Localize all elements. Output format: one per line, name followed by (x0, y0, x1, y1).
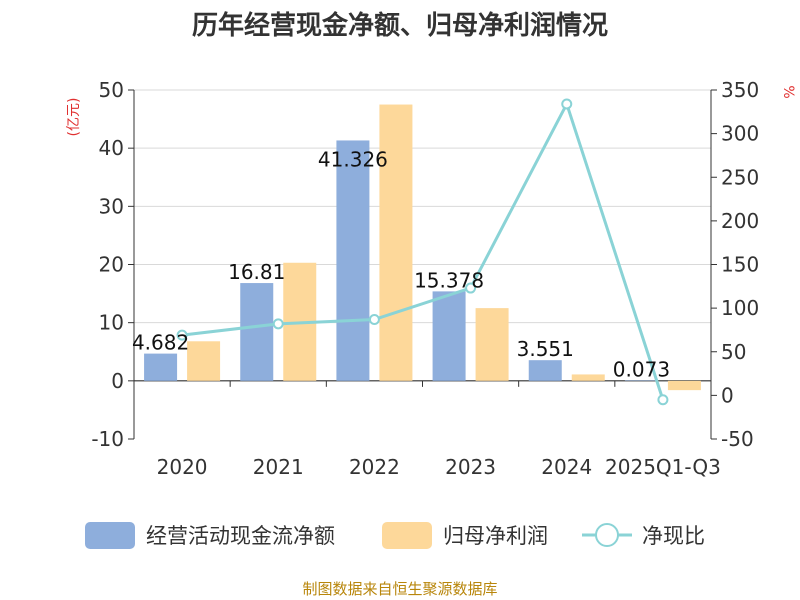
ratio-point (176, 329, 188, 341)
right-tick-label: 100 (721, 296, 759, 320)
cashflow-bar (432, 291, 466, 381)
left-tick-label: 40 (99, 136, 124, 160)
ratio-polyline (181, 100, 665, 401)
right-tick-label: 0 (721, 383, 734, 407)
category-label: 2025Q1-Q3 (605, 455, 721, 479)
net-profit-bar (571, 374, 605, 381)
right-axis-unit: % (780, 85, 796, 98)
legend-label: 净现比 (642, 524, 705, 548)
legend-swatch-net-profit (382, 522, 432, 549)
axes: -10 0 10 20 30 40 50 -50 0 50 100 150 200 250 300 350 20… (91, 78, 759, 479)
data-labels: 4.682 16.81 41.326 15.378 3.551 0.073 (132, 147, 670, 381)
left-tick-label: -10 (91, 427, 124, 451)
bars (144, 104, 701, 391)
cashflow-bar (624, 380, 658, 381)
net-profit-bar (475, 308, 509, 381)
left-tick-label: 0 (111, 369, 124, 393)
ratio-point (272, 318, 284, 330)
cashflow-bar (144, 353, 178, 381)
right-tick-label: 200 (721, 209, 759, 233)
cashflow-data-label: 0.073 (613, 357, 670, 381)
category-label: 2021 (253, 455, 304, 479)
chart-title: 历年经营现金净额、归母净利润情况 (192, 10, 608, 41)
ratio-point (561, 98, 573, 110)
category-label: 2020 (157, 455, 208, 479)
category-label: 2023 (445, 455, 496, 479)
right-tick-label: -50 (721, 427, 754, 451)
left-tick-label: 20 (99, 253, 124, 277)
right-tick-label: 300 (721, 122, 759, 146)
net-profit-bar (667, 380, 701, 391)
cashflow-data-label: 41.326 (318, 147, 388, 171)
gridlines (134, 89, 711, 382)
right-tick-label: 50 (721, 340, 746, 364)
ratio-line (176, 98, 669, 406)
cashflow-data-label: 4.682 (132, 331, 189, 355)
cashflow-bar (336, 140, 370, 381)
ratio-point (657, 394, 669, 406)
right-tick-label: 250 (721, 165, 759, 189)
ratio-point (465, 282, 477, 294)
legend-label: 经营活动现金流净额 (146, 524, 335, 548)
net-profit-bar (187, 341, 221, 381)
left-tick-label: 10 (99, 311, 124, 335)
cashflow-data-label: 15.378 (414, 268, 484, 292)
net-profit-bar (379, 104, 413, 381)
category-label: 2022 (349, 455, 400, 479)
right-tick-label: 350 (721, 78, 759, 102)
cashflow-bar (528, 360, 562, 381)
cashflow-data-label: 16.81 (228, 260, 285, 284)
left-tick-label: 50 (99, 78, 124, 102)
ratio-point (368, 313, 380, 325)
right-tick-label: 150 (721, 253, 759, 277)
legend: 经营活动现金流净额 归母净利润 净现比 (85, 522, 705, 549)
cashflow-bar (240, 283, 274, 381)
cashflow-data-label: 3.551 (517, 337, 574, 361)
legend-ratio-marker (595, 523, 619, 547)
left-tick-label: 30 (99, 194, 124, 218)
legend-swatch-cashflow (85, 522, 135, 549)
left-axis-unit: (亿元) (66, 98, 82, 137)
category-label: 2024 (541, 455, 592, 479)
source-note: 制图数据来自恒生聚源数据库 (302, 580, 497, 598)
legend-label: 归母净利润 (443, 524, 548, 548)
